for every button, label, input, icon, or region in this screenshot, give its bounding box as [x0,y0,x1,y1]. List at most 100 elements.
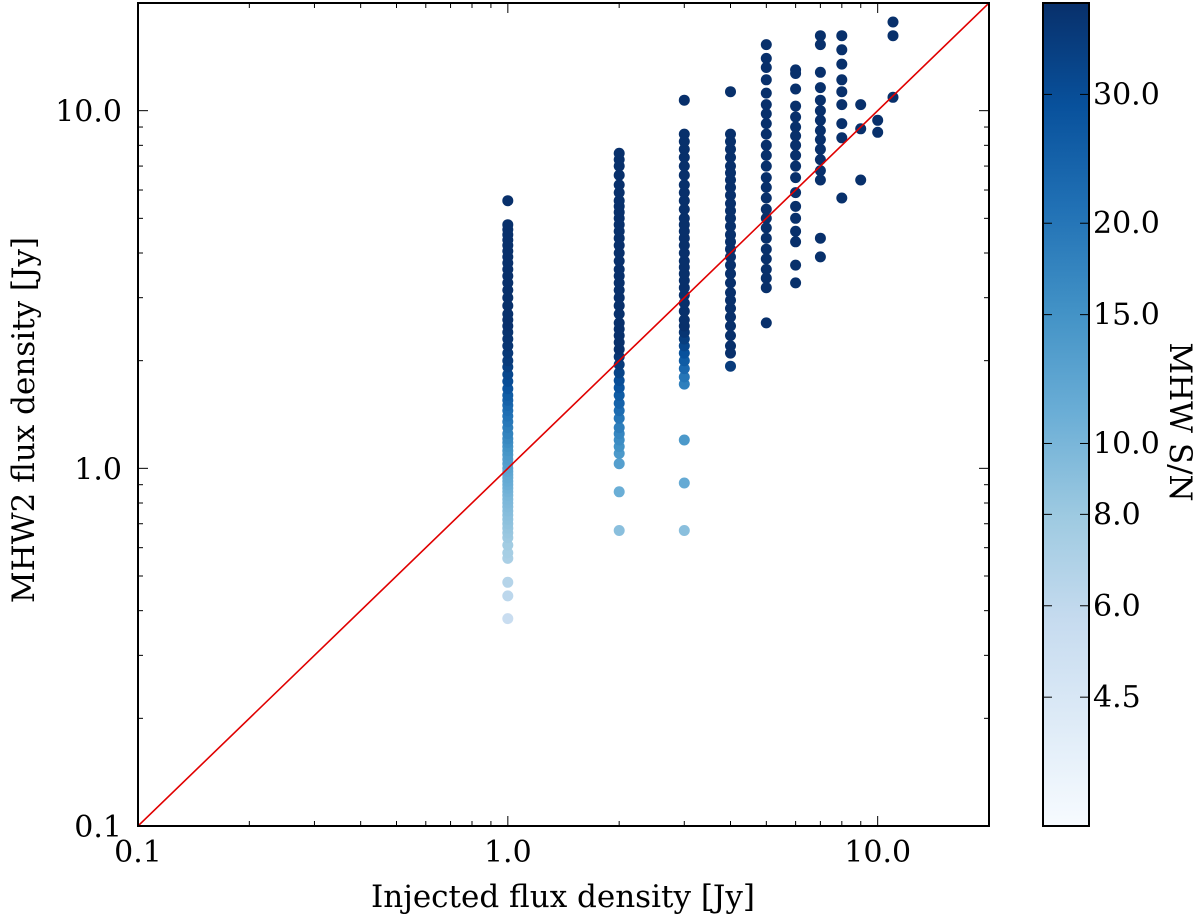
x-tick-label: 1.0 [484,835,532,870]
data-point [790,139,802,151]
data-point [760,39,772,51]
data-point [814,66,826,78]
data-point [613,195,625,207]
data-point [760,108,772,120]
data-point [725,340,736,352]
data-point [725,251,736,263]
data-points [502,16,899,625]
data-point [613,169,625,181]
data-point [613,422,625,434]
data-point [613,292,625,304]
reference-line [138,3,989,826]
data-point [814,125,826,136]
data-point [678,94,690,106]
data-point [790,187,802,199]
data-point [678,305,690,317]
data-point [760,52,772,64]
data-point [836,192,848,204]
data-point [725,330,736,342]
data-point [760,160,772,172]
data-point [613,367,625,379]
data-point [760,181,772,193]
data-point [790,111,802,123]
data-point [790,277,802,289]
colorbar-ticks: 4.5 6.0 8.0 10.0 15.0 20.0 30.0 [1043,77,1160,715]
data-point [887,30,899,42]
x-tick-label: 0.1 [114,835,162,870]
data-point [814,114,826,126]
data-point [678,187,690,199]
y-axis-ticks: 0.1 1.0 10.0 [55,2,989,845]
data-point [790,200,802,212]
data-point [814,174,826,186]
data-point [678,371,690,383]
data-point [855,99,867,111]
data-point [613,458,625,470]
data-point [613,412,625,424]
data-point [678,314,690,326]
colorbar-tick-label: 15.0 [1093,298,1160,333]
data-point [790,100,802,112]
data-point [725,294,736,306]
data-point [678,143,690,155]
y-axis-label: MHW2 flux density [Jy] [6,237,42,603]
data-point [814,105,826,117]
data-point [790,64,802,76]
data-point [502,219,514,231]
data-point [678,169,690,181]
data-point [760,99,772,111]
data-point [887,16,899,28]
data-point [613,300,625,312]
data-point [790,121,802,133]
data-point [613,397,625,409]
colorbar-tick-label: 6.0 [1093,589,1141,624]
data-point [613,359,625,371]
x-tick-label: 10.0 [844,835,911,870]
data-point [790,160,802,172]
colorbar-tick-label: 8.0 [1093,497,1141,532]
data-point [725,151,736,163]
data-point [814,82,826,94]
data-point [760,172,772,184]
data-point [814,94,826,106]
data-point [678,151,690,163]
data-point [855,174,867,186]
data-point [790,172,802,184]
data-point [613,179,625,191]
data-point [725,229,736,241]
colorbar-label: MHW S/N [1162,342,1198,501]
data-point [502,300,514,312]
data-point [678,477,690,489]
data-point [502,547,514,559]
data-point [725,143,736,155]
data-point [725,220,736,232]
data-point [836,74,848,86]
data-point [814,30,826,42]
data-point [725,160,736,172]
data-point [760,74,772,86]
data-point [836,86,848,98]
data-point [678,255,690,267]
data-point [613,308,625,320]
data-point [760,253,772,265]
data-point [613,247,625,259]
data-point [502,292,514,304]
data-point [678,363,690,375]
data-point [678,355,690,367]
data-point [502,590,514,602]
data-point [814,232,826,244]
data-point [613,389,625,401]
data-point [790,83,802,95]
data-point [836,44,848,56]
data-point [678,203,690,215]
x-axis-ticks: 0.1 1.0 10.0 [114,3,990,870]
data-point [760,243,772,255]
colorbar-tick-label: 20.0 [1093,206,1160,241]
data-point [678,160,690,172]
data-point [613,525,625,536]
data-point [836,58,848,70]
data-point [814,251,826,263]
data-point [725,268,736,280]
data-point [725,189,736,201]
data-point [760,128,772,140]
